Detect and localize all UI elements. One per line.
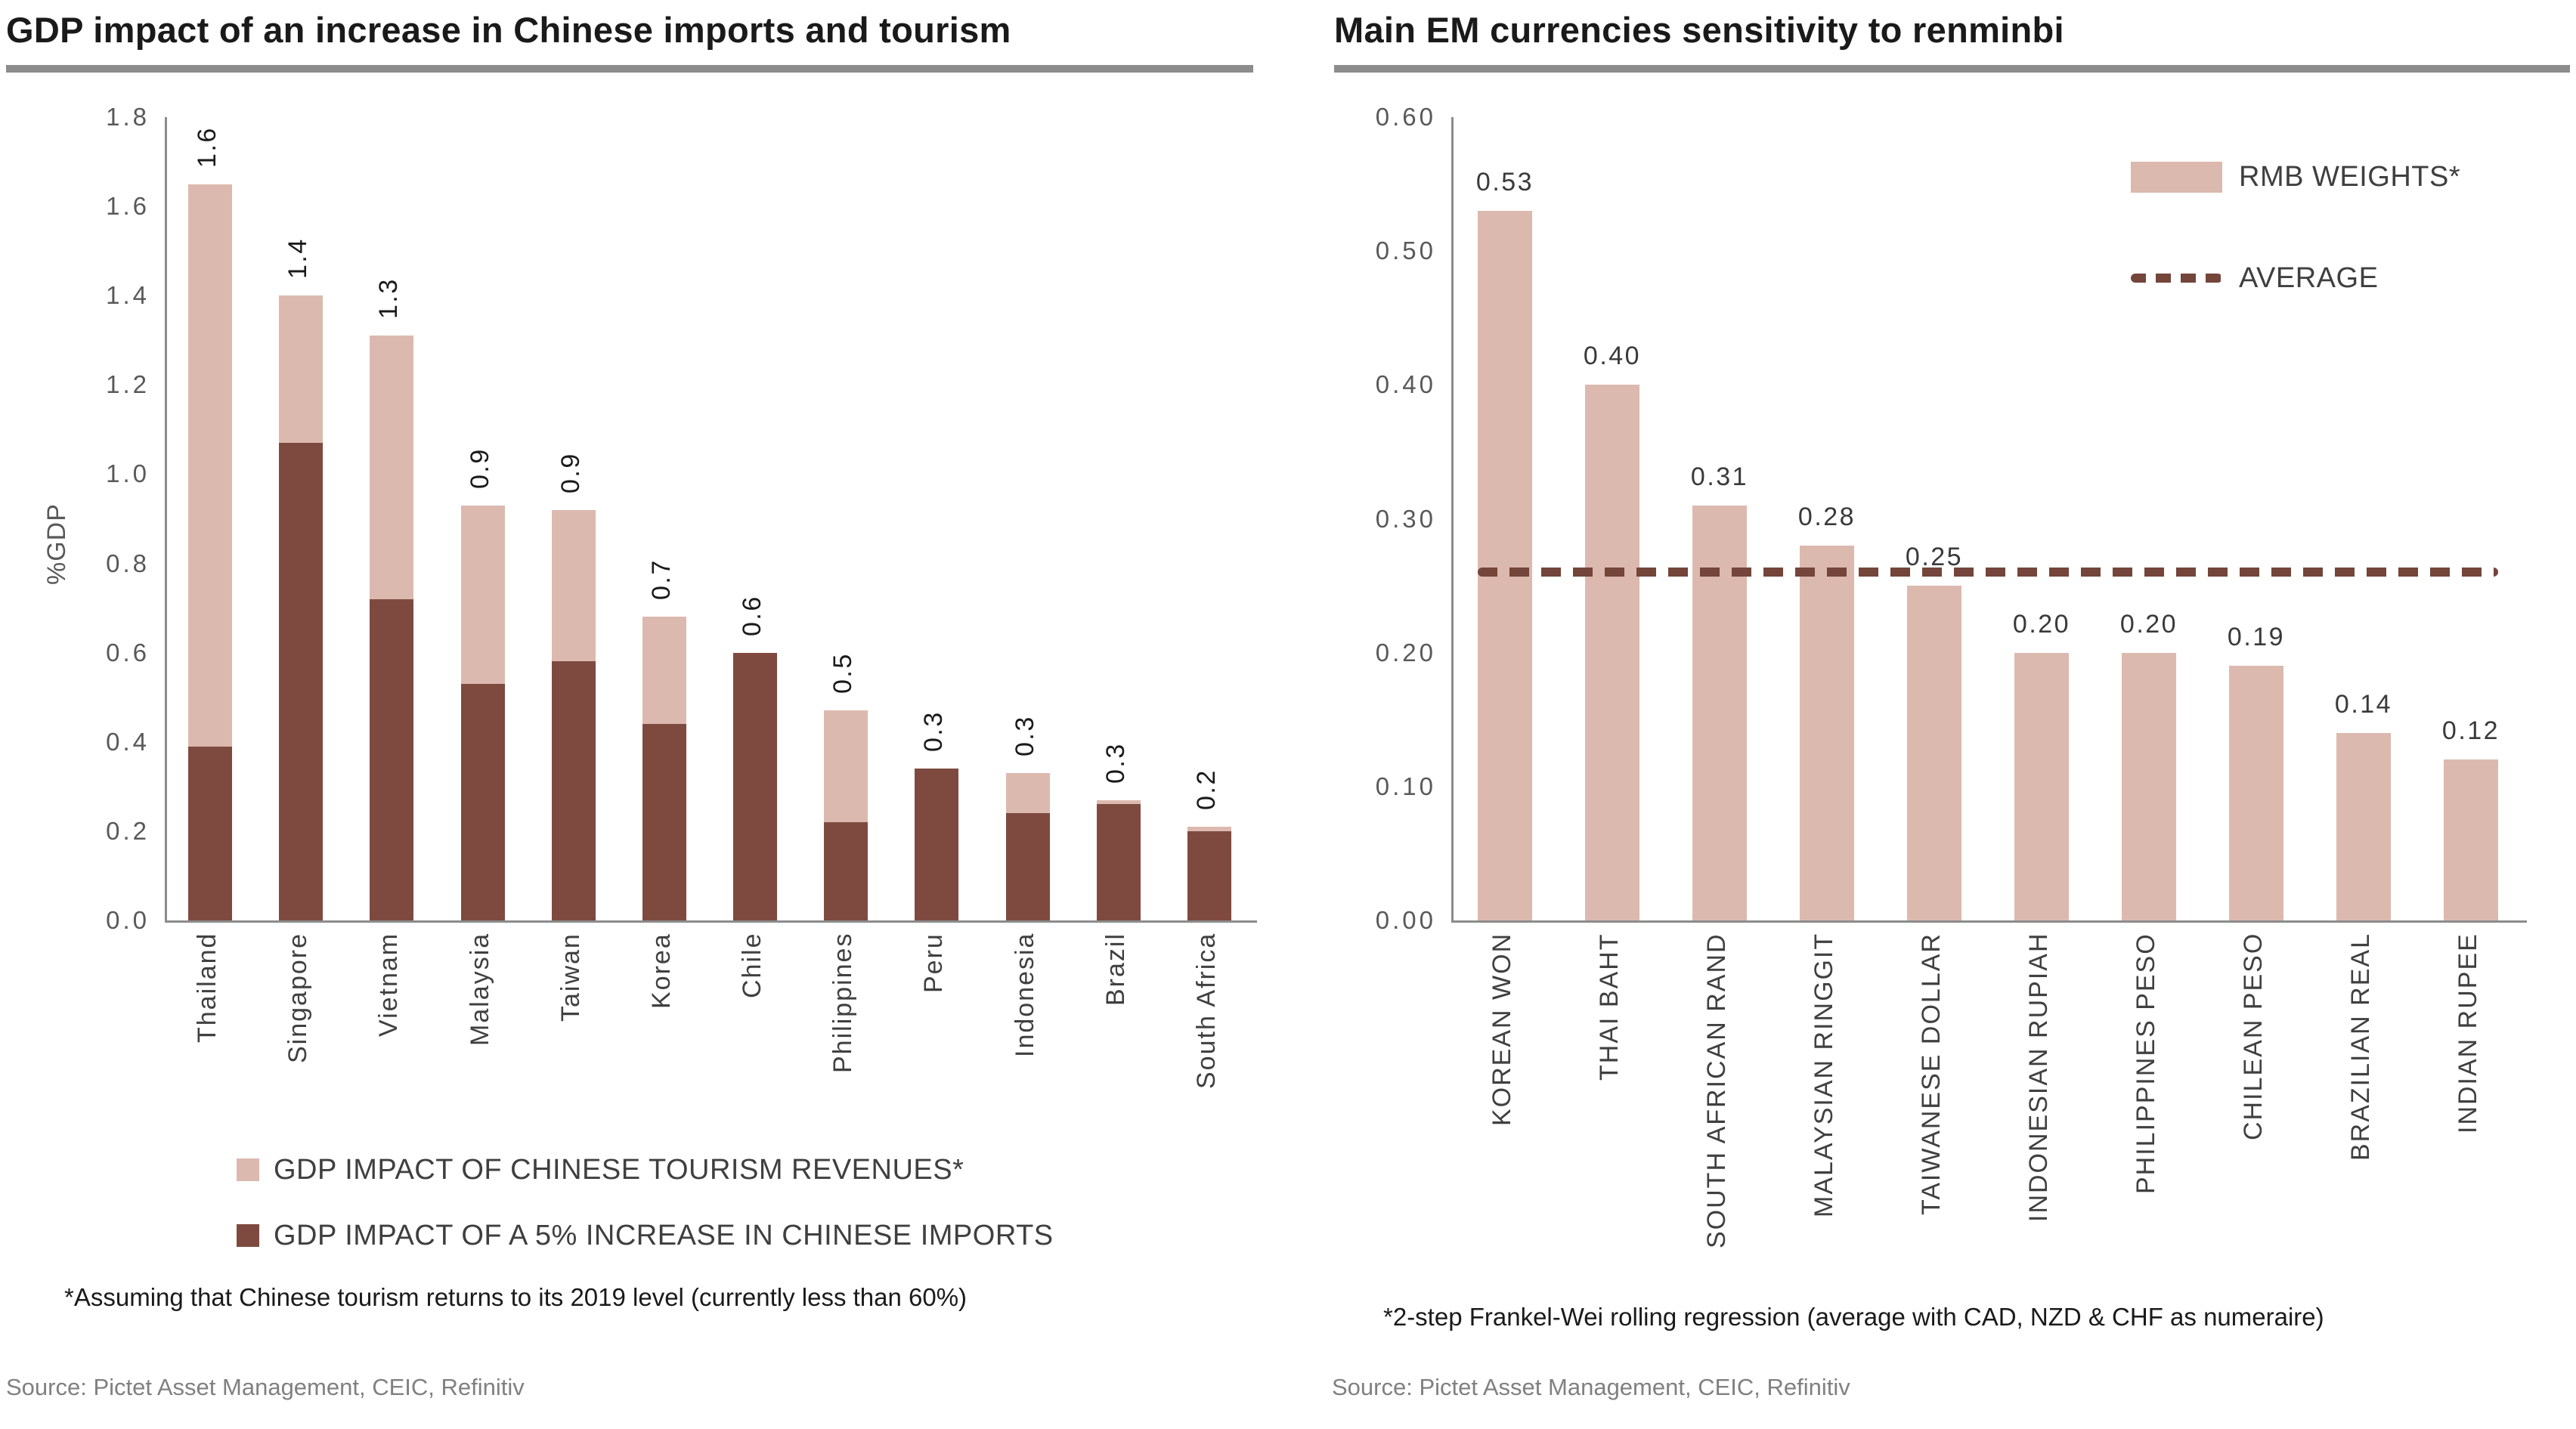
x-axis-line	[1451, 920, 2527, 923]
legend-imports-label: GDP IMPACT OF A 5% INCREASE IN CHINESE I…	[274, 1220, 1054, 1251]
bar-segment	[460, 684, 505, 920]
bar-segment	[551, 661, 596, 920]
y-axis-line	[165, 117, 167, 920]
bar-value-label: 0.12	[2441, 716, 2500, 746]
y-tick-label: 1.2	[106, 370, 150, 399]
bar-segment	[1585, 385, 1639, 920]
bar-value-label: 0.25	[1905, 543, 1964, 572]
y-tick-label: 0.4	[106, 727, 150, 756]
legend-tourism-swatch	[237, 1158, 259, 1181]
bar-segment	[1005, 813, 1050, 920]
bar-segment	[2122, 652, 2176, 920]
bar-segment	[1187, 830, 1231, 920]
y-tick-label: 0.30	[1375, 504, 1436, 533]
bar-value-label: 0.53	[1475, 168, 1534, 197]
bar-segment	[2444, 759, 2498, 920]
bar-value-label: 0.20	[2012, 609, 2071, 639]
bar-segment	[1800, 545, 1854, 920]
y-tick-label: 1.8	[106, 103, 150, 131]
bar-value-label: 0.28	[1797, 502, 1856, 531]
bar-segment	[733, 652, 778, 920]
y-tick-label: 0.20	[1375, 638, 1436, 667]
y-tick-label: 0.6	[106, 638, 150, 667]
bar-value-label: 0.40	[1583, 342, 1642, 371]
bar-segment	[642, 617, 686, 725]
left-chart-footnote: *Assuming that Chinese tourism returns t…	[64, 1283, 968, 1311]
bar-segment	[1096, 800, 1141, 805]
y-tick-label: 1.0	[106, 459, 150, 488]
y-tick-label: 0.40	[1375, 370, 1436, 399]
bar-segment	[2336, 732, 2391, 920]
legend-tourism-label: GDP IMPACT OF CHINESE TOURISM REVENUES*	[274, 1154, 964, 1186]
left-chart-title: GDP impact of an increase in Chinese imp…	[6, 10, 1011, 50]
bar-segment	[188, 184, 233, 747]
right-title-rule	[1334, 65, 2570, 73]
y-tick-label: 1.4	[106, 281, 150, 310]
legend-imports-swatch	[237, 1224, 259, 1247]
right-chart-title: Main EM currencies sensitivity to renmin…	[1334, 10, 2064, 50]
x-axis-line	[165, 920, 1257, 923]
category-label: INDIAN RUPEE	[2454, 933, 2482, 1134]
right-chart-footnote: *2-step Frankel-Wei rolling regression (…	[1383, 1303, 2324, 1331]
bar-segment	[370, 336, 414, 599]
legend-rmb-weights-label: RMB WEIGHTS*	[2239, 161, 2461, 193]
bar-value-label: 0.19	[2227, 623, 2286, 652]
bar-segment	[279, 443, 324, 920]
y-tick-label: 0.10	[1375, 772, 1436, 800]
bar-segment	[460, 505, 505, 684]
bar-segment	[1187, 826, 1231, 831]
left-chart-source: Source: Pictet Asset Management, CEIC, R…	[6, 1374, 525, 1400]
y-tick-label: 0.50	[1375, 237, 1436, 265]
y-tick-label: 0.8	[106, 549, 150, 577]
y-tick-label: 0.00	[1375, 906, 1436, 934]
bar-segment	[370, 599, 414, 920]
y-tick-label: 0.0	[106, 906, 150, 934]
bar-segment	[1005, 773, 1050, 814]
bar-segment	[1096, 804, 1141, 920]
bar-value-label: 0.14	[2334, 689, 2393, 719]
bar-segment	[824, 822, 868, 920]
bar-value-label: 0.31	[1690, 462, 1749, 491]
average-line	[1478, 568, 2498, 577]
bar-segment	[2229, 666, 2283, 920]
legend-rmb-weights-swatch	[2131, 162, 2222, 193]
bar-segment	[279, 295, 324, 444]
legend-average-label: AVERAGE	[2239, 262, 2379, 294]
y-tick-label: 0.2	[106, 816, 150, 845]
right-chart-source: Source: Pictet Asset Management, CEIC, R…	[1332, 1374, 1850, 1400]
bar-segment	[551, 509, 596, 662]
bar-segment	[2014, 652, 2069, 920]
bar-value-label: 0.20	[2119, 609, 2178, 639]
legend-average-swatch	[2131, 274, 2222, 283]
y-tick-label: 1.6	[106, 192, 150, 221]
category-label: BRAZILIAN REAL	[2346, 933, 2375, 1161]
bar-segment	[188, 746, 233, 920]
bar-segment	[642, 724, 686, 920]
y-tick-label: 0.60	[1375, 103, 1436, 131]
bar-segment	[824, 710, 868, 823]
bar-segment	[1478, 211, 1532, 920]
bar-segment	[1907, 586, 1961, 920]
bar-segment	[915, 769, 959, 920]
left-title-rule	[6, 65, 1253, 73]
y-axis-line	[1451, 117, 1454, 920]
